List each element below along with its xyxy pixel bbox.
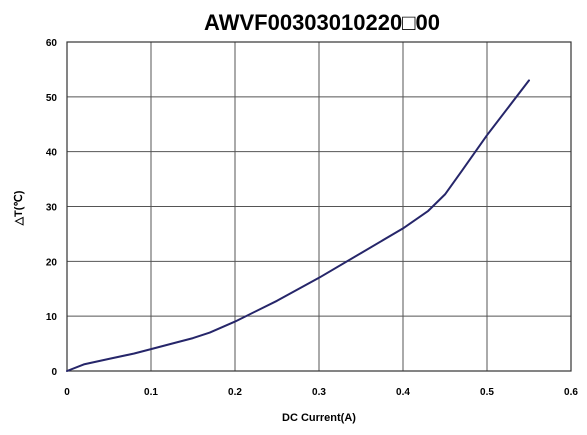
x-tick-label: 0.4 xyxy=(396,387,410,398)
y-tick-label: 50 xyxy=(46,93,58,104)
x-tick-label: 0.2 xyxy=(228,387,242,398)
grid xyxy=(66,41,572,372)
x-axis-label: DC Current(A) xyxy=(282,412,356,424)
series-line-0 xyxy=(66,79,530,372)
y-axis-label: △T(℃) xyxy=(13,190,25,226)
x-tick-label: 0.6 xyxy=(564,387,578,398)
plot-frame xyxy=(66,41,572,372)
y-tick-label: 20 xyxy=(46,257,58,268)
y-tick-label: 40 xyxy=(46,148,58,159)
x-tick-label: 0.5 xyxy=(480,387,494,398)
x-tick-label: 0 xyxy=(64,387,70,398)
series-layer xyxy=(66,79,530,372)
x-tick-label: 0.3 xyxy=(312,387,326,398)
ticks: 0 0.1 0.2 0.3 0.4 0.5 0.6 0 10 20 30 40 50 60 xyxy=(46,38,579,398)
y-tick-label: 10 xyxy=(46,312,58,323)
x-tick-label: 0.1 xyxy=(144,387,158,398)
chart-title: AWVF00303010220□00 xyxy=(204,10,440,35)
y-tick-label: 60 xyxy=(46,38,58,49)
y-tick-label: 0 xyxy=(51,367,57,378)
y-tick-label: 30 xyxy=(46,203,58,214)
